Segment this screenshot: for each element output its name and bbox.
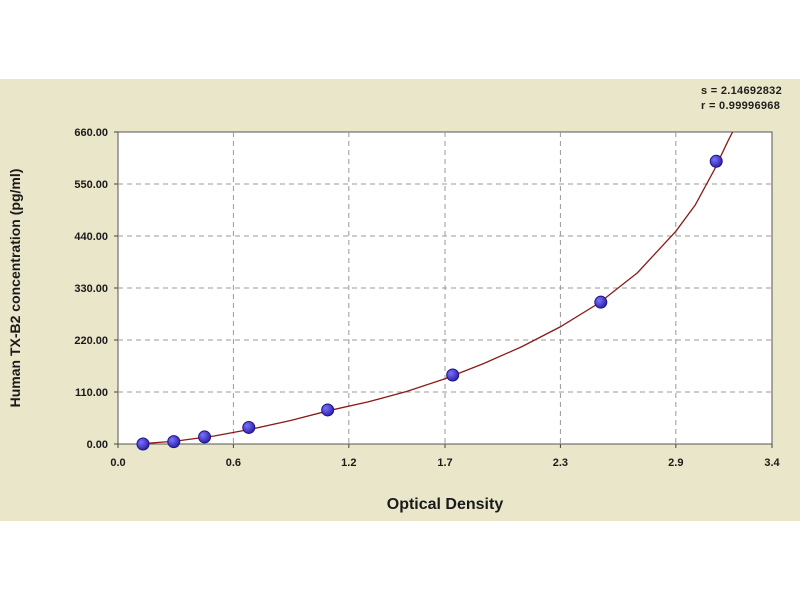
x-tick-label: 3.4 — [764, 457, 780, 469]
data-points — [136, 154, 723, 451]
data-point — [136, 437, 150, 451]
fit-statistics: s = 2.14692832 r = 0.99996968 — [701, 84, 782, 114]
x-tick-label: 2.3 — [553, 457, 568, 469]
fit-r-value: r = 0.99996968 — [701, 100, 781, 112]
data-point — [446, 368, 460, 382]
y-axis-title: Human TX-B2 concentration (pg/ml) — [7, 169, 23, 408]
y-tick-label: 660.00 — [74, 127, 108, 139]
y-tick-label: 110.00 — [75, 387, 108, 399]
data-point — [321, 403, 335, 417]
y-tick-label: 220.00 — [74, 335, 108, 347]
grid-lines — [118, 132, 772, 444]
x-axis-title: Optical Density — [387, 496, 504, 513]
x-tick-label: 1.7 — [437, 457, 452, 469]
y-tick-label: 550.00 — [74, 179, 108, 191]
y-tick-label: 330.00 — [74, 283, 108, 295]
axis-ticks: 0.0 0.6 1.2 1.7 2.3 2.9 3.4 0.00 110.00 220.00 330… — [74, 127, 780, 469]
x-tick-label: 2.9 — [668, 457, 683, 469]
data-point — [242, 420, 256, 434]
fit-s-value: s = 2.14692832 — [701, 85, 782, 97]
data-point — [709, 154, 723, 168]
x-tick-label: 0.0 — [110, 457, 125, 469]
y-tick-label: 440.00 — [74, 231, 108, 243]
data-point — [594, 295, 608, 309]
x-tick-label: 1.2 — [341, 457, 356, 469]
data-point — [198, 430, 212, 444]
y-tick-label: 0.00 — [87, 439, 108, 451]
x-tick-label: 0.6 — [226, 457, 241, 469]
data-point — [167, 435, 181, 449]
